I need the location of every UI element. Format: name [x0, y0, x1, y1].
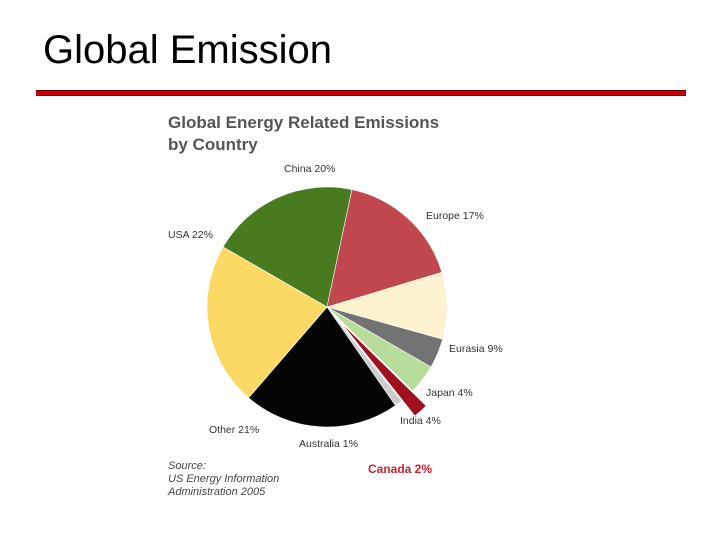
- source-line-1: Source:: [168, 460, 206, 472]
- pie-labels: China 20% Europe 17% Eurasia 9% Japan 4% Ind…: [168, 163, 503, 476]
- source-line-3: Administration 2005: [167, 486, 266, 498]
- pie-slice-china: [222, 186, 353, 308]
- slice-label-europe: Europe 17%: [426, 210, 484, 222]
- slice-label-india: India 4%: [400, 415, 441, 427]
- slice-label-australia: Australia 1%: [299, 438, 358, 450]
- pie-slice-canada: [340, 321, 427, 417]
- pie-slice-india: [326, 306, 432, 392]
- pie-slice-other: [248, 306, 396, 428]
- pie-slice-europe: [326, 189, 443, 308]
- title-divider: [36, 90, 686, 96]
- slice-label-china: China 20%: [284, 163, 335, 175]
- slice-label-eurasia: Eurasia 9%: [449, 343, 503, 355]
- source-line-2: US Energy Information: [168, 473, 279, 485]
- pie-slice-usa: [206, 246, 328, 399]
- chart-title-line-2: by Country: [168, 135, 258, 154]
- chart-title-line-1: Global Energy Related Emissions: [168, 113, 439, 132]
- pie-slices: [206, 186, 448, 428]
- slide-title: Global Emission: [43, 28, 333, 72]
- slice-label-usa: USA 22%: [168, 229, 213, 241]
- slice-label-canada: Canada 2%: [368, 462, 432, 476]
- slice-label-japan: Japan 4%: [426, 387, 473, 399]
- slice-label-other: Other 21%: [209, 424, 259, 436]
